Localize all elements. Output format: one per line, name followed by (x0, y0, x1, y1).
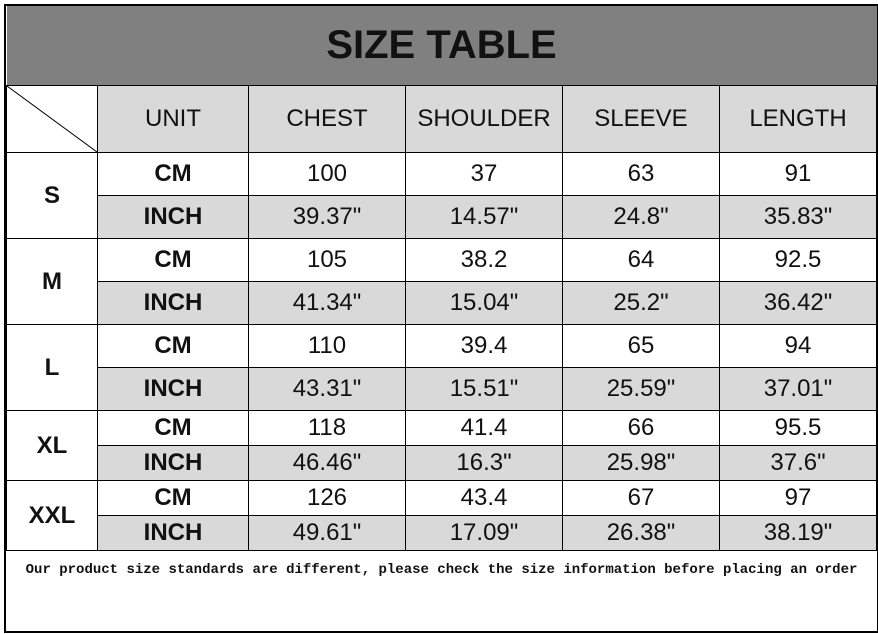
unit-cell: CM (97, 238, 249, 282)
table-row-cm: XL CM 118 41.4 66 95.5 (6, 410, 878, 481)
value-cell: 65 (562, 324, 720, 368)
value-cell: 26.38" (562, 515, 720, 551)
value-cell: 46.46" (248, 445, 406, 481)
unit-cell: INCH (97, 445, 249, 481)
unit-cell: INCH (97, 515, 249, 551)
value-cell: 110 (248, 324, 406, 368)
size-label: M (6, 238, 98, 325)
value-cell: 43.31" (248, 367, 406, 411)
footer-note: Our product size standards are different… (6, 550, 877, 631)
header-row: UNIT CHEST SHOULDER SLEEVE LENGTH (6, 85, 878, 153)
table-row-inch: INCH 46.46" 16.3" 25.98" 37.6" (7, 445, 878, 481)
value-cell: 49.61" (248, 515, 406, 551)
value-cell: 41.34" (248, 281, 406, 325)
unit-cell: CM (97, 410, 249, 446)
table-row-inch: INCH 49.61" 17.09" 26.38" 38.19" (7, 515, 878, 551)
size-label: L (6, 324, 98, 411)
value-cell: 66 (562, 410, 720, 446)
value-cell: 118 (248, 410, 406, 446)
size-label: S (6, 152, 98, 239)
value-cell: 39.4 (405, 324, 563, 368)
table-row-cm: S CM 100 37 63 91 (6, 152, 878, 239)
value-cell: 91 (718, 152, 878, 196)
value-cell: 35.83" (718, 195, 878, 239)
table-row-inch: INCH 41.34" 15.04" 25.2" 36.42" (7, 281, 878, 325)
value-cell: 16.3" (405, 445, 563, 481)
value-cell: 15.51" (405, 367, 563, 411)
value-cell: 41.4 (405, 410, 563, 446)
table-row-cm: M CM 105 38.2 64 92.5 (6, 238, 878, 325)
value-cell: 17.09" (405, 515, 563, 551)
table-title: SIZE TABLE (6, 6, 877, 86)
value-cell: 15.04" (405, 281, 563, 325)
table-row-cm: XXL CM 126 43.4 67 97 (6, 480, 878, 551)
value-cell: 92.5 (718, 238, 878, 282)
unit-cell: INCH (97, 281, 249, 325)
table-row-cm: L CM 110 39.4 65 94 (6, 324, 878, 411)
unit-cell: CM (97, 480, 249, 516)
corner-cell (6, 85, 98, 153)
value-cell: 67 (562, 480, 720, 516)
unit-cell: INCH (97, 367, 249, 411)
value-cell: 94 (718, 324, 878, 368)
value-cell: 25.98" (562, 445, 720, 481)
value-cell: 37 (405, 152, 563, 196)
value-cell: 38.19" (718, 515, 878, 551)
header-length: LENGTH (718, 85, 878, 153)
value-cell: 24.8" (562, 195, 720, 239)
value-cell: 126 (248, 480, 406, 516)
value-cell: 100 (248, 152, 406, 196)
unit-cell: INCH (97, 195, 249, 239)
diagonal-line-icon (7, 86, 97, 152)
unit-cell: CM (97, 324, 249, 368)
unit-cell: CM (97, 152, 249, 196)
size-label: XXL (6, 480, 98, 551)
value-cell: 64 (562, 238, 720, 282)
size-label: XL (6, 410, 98, 481)
value-cell: 25.2" (562, 281, 720, 325)
value-cell: 97 (718, 480, 878, 516)
value-cell: 63 (562, 152, 720, 196)
value-cell: 105 (248, 238, 406, 282)
value-cell: 25.59" (562, 367, 720, 411)
header-shoulder: SHOULDER (405, 85, 563, 153)
value-cell: 37.01" (718, 367, 878, 411)
value-cell: 39.37" (248, 195, 406, 239)
value-cell: 38.2 (405, 238, 563, 282)
value-cell: 36.42" (718, 281, 878, 325)
value-cell: 14.57" (405, 195, 563, 239)
table-row-inch: INCH 43.31" 15.51" 25.59" 37.01" (7, 367, 878, 411)
header-chest: CHEST (248, 85, 406, 153)
size-grid: SIZE TABLE UNIT CHEST SHOULDER SLEEVE LE… (6, 6, 878, 631)
value-cell: 37.6" (718, 445, 878, 481)
header-sleeve: SLEEVE (562, 85, 720, 153)
header-unit: UNIT (97, 85, 249, 153)
value-cell: 43.4 (405, 480, 563, 516)
size-table: SIZE TABLE UNIT CHEST SHOULDER SLEEVE LE… (4, 4, 878, 633)
value-cell: 95.5 (718, 410, 878, 446)
table-row-inch: INCH 39.37" 14.57" 24.8" 35.83" (7, 195, 878, 239)
